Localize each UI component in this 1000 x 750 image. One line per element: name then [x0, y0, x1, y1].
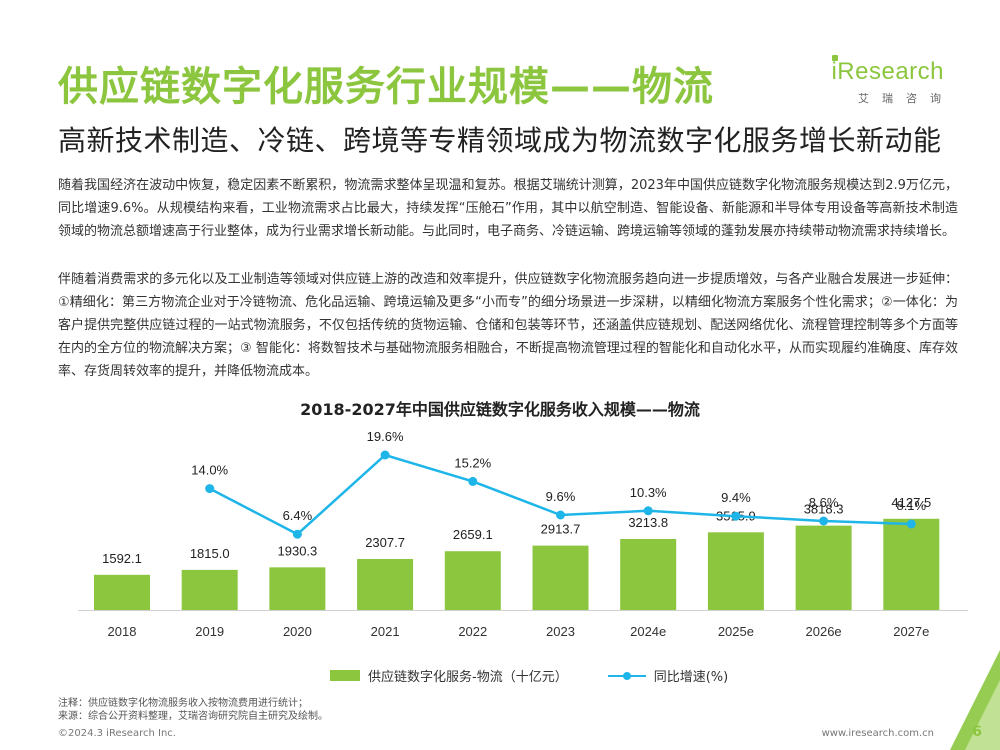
legend-bar-swatch [330, 670, 360, 681]
notes: 注释：供应链数字化物流服务收入按物流费用进行统计； 来源：综合公开资料整理，艾瑞… [58, 697, 328, 723]
legend-item-bars: 供应链数字化服务-物流（十亿元） [330, 666, 568, 685]
corner-decoration [950, 650, 1000, 750]
legend-line-swatch [607, 671, 646, 680]
bar [269, 567, 326, 610]
logo-text: iResearch [831, 55, 944, 86]
bar-value-label: 4127.5 [891, 495, 931, 510]
x-tick-label: 2025e [718, 624, 754, 639]
growth-point [731, 511, 741, 521]
bar-value-label: 3213.8 [628, 515, 668, 530]
x-tick-label: 2024e [630, 624, 666, 639]
chart-title: 2018-2027年中国供应链数字化服务收入规模——物流 [300, 400, 700, 419]
legend-label-line: 同比增速(%) [653, 670, 729, 685]
bar-value-label: 2307.7 [365, 535, 405, 550]
bar [181, 569, 238, 610]
bar [94, 574, 150, 610]
x-tick-label: 2020 [283, 624, 312, 639]
bar-value-label: 1930.3 [278, 543, 318, 558]
growth-value-label: 10.3% [630, 485, 667, 500]
footer-url[interactable]: www.iresearch.com.cn [821, 728, 934, 739]
page-title: 供应链数字化服务行业规模——物流 [58, 64, 714, 110]
bar-value-label: 1815.0 [190, 546, 230, 561]
page-subtitle: 高新技术制造、冷链、跨境等专精领域成为物流数字化服务增长新动能 [58, 124, 942, 157]
growth-value-label: 8.6% [809, 495, 839, 510]
growth-value-label: 9.6% [546, 489, 576, 504]
page-number: 6 [972, 724, 982, 740]
legend-label-bars: 供应链数字化服务-物流（十亿元） [368, 670, 568, 685]
note-text: 注释：供应链数字化物流服务收入按物流费用进行统计； [58, 698, 308, 709]
x-tick-label: 2023 [546, 624, 575, 639]
growth-value-label: 19.6% [367, 429, 404, 444]
bar-value-label: 3818.3 [804, 502, 844, 517]
bar-value-label: 2659.1 [453, 527, 493, 542]
x-tick-label: 2019 [195, 624, 224, 639]
source-text: 来源：综合公开资料整理，艾瑞咨询研究院自主研究及绘制。 [58, 711, 328, 722]
growth-point [380, 450, 390, 460]
bar-value-label: 2913.7 [541, 522, 581, 537]
bar-value-label: 1592.1 [102, 551, 142, 566]
bar [707, 532, 764, 610]
copyright: ©2024.3 iResearch Inc. [58, 728, 176, 739]
chart-legend: 供应链数字化服务-物流（十亿元） 同比增速(%) [330, 666, 768, 685]
iresearch-logo: iResearch 艾瑞咨询 [804, 55, 944, 106]
x-tick-label: 2026e [806, 624, 842, 639]
bar [795, 525, 852, 610]
bar-line-chart: 1592.1 2018 1815.0 2019 1930.3 2020 2307.7 2021… [78, 429, 968, 639]
logo-main-text: iResearch [831, 58, 944, 85]
bar [532, 545, 589, 610]
growth-point [468, 476, 478, 486]
growth-point [292, 529, 302, 539]
growth-value-label: 8.1% [896, 498, 926, 513]
logo-dot-icon [832, 55, 839, 61]
growth-point [906, 519, 916, 529]
growth-point [205, 484, 215, 494]
bar [883, 518, 940, 610]
growth-value-label: 15.2% [454, 455, 491, 470]
x-tick-label: 2021 [371, 624, 400, 639]
bar [444, 551, 501, 610]
paragraph-1: 随着我国经济在波动中恢复，稳定因素不断累积，物流需求整体呈现温和复苏。根据艾瑞统… [58, 178, 958, 239]
x-tick-label: 2022 [458, 624, 487, 639]
growth-point [556, 510, 565, 520]
growth-point [819, 516, 829, 526]
paragraph-2: 伴随着消费需求的多元化以及工业制造等领域对供应链上游的改造和效率提升，供应链数字… [58, 272, 958, 379]
logo-subtext: 艾瑞咨询 [858, 92, 954, 105]
growth-value-label: 9.4% [721, 490, 751, 505]
growth-value-label: 6.4% [283, 508, 313, 523]
growth-value-label: 14.0% [191, 463, 228, 478]
legend-item-line: 同比增速(%) [607, 666, 729, 685]
x-tick-label: 2027e [893, 624, 929, 639]
x-tick-label: 2018 [108, 624, 137, 639]
bar [357, 558, 414, 610]
growth-point [643, 506, 653, 516]
bar [620, 538, 677, 610]
